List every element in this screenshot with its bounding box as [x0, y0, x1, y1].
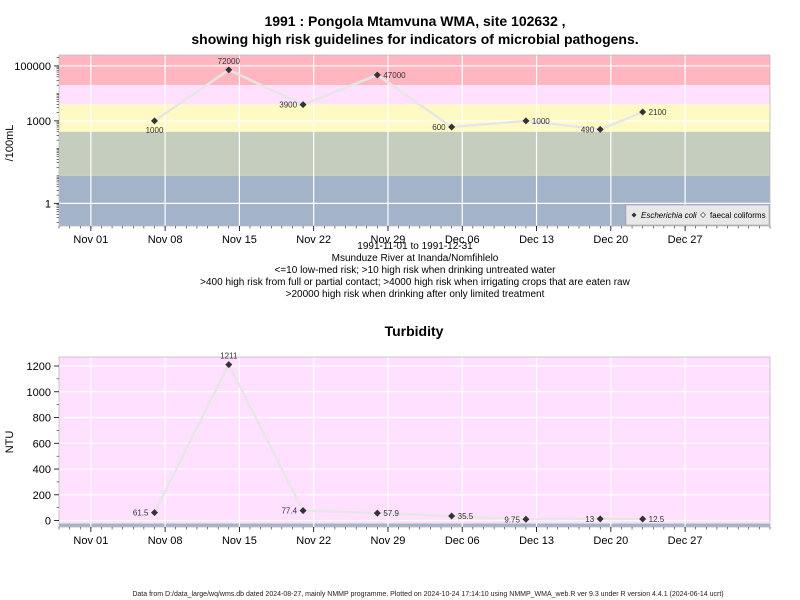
microbial-data-label-7: 2100 [649, 108, 667, 117]
turbidity-y-tick-label-2: 400 [33, 464, 51, 476]
legend-faecal-marker [700, 212, 706, 218]
microbial-title-line1: 1991 : Pongola Mtamvuna WMA, site 102632… [264, 13, 565, 29]
turbidity-data-point-0 [151, 509, 159, 517]
turbidity-x-tick-label-8: Dec 27 [668, 535, 703, 547]
microbial-x-tick-label-0: Nov 01 [73, 234, 108, 246]
microbial-risk-band-0 [59, 55, 770, 86]
microbial-data-label-0: 1000 [146, 126, 164, 135]
microbial-y-tick-label-0: 1 [45, 198, 51, 210]
microbial-note-risk-3: >20000 high risk when drinking after onl… [286, 289, 545, 300]
microbial-y-tick-label-2: 100000 [14, 61, 51, 73]
microbial-x-tick-label-8: Dec 27 [668, 234, 703, 246]
turbidity-x-tick-label-4: Nov 29 [371, 535, 406, 547]
microbial-x-tick-label-5: Dec 06 [445, 234, 480, 246]
microbial-data-label-3: 47000 [383, 71, 406, 80]
turbidity-low-band [59, 523, 770, 527]
microbial-x-tick-label-7: Dec 20 [593, 234, 628, 246]
microbial-x-tick-label-2: Nov 15 [222, 234, 257, 246]
turbidity-x-tick-label-5: Dec 06 [445, 535, 480, 547]
turbidity-x-tick-label-1: Nov 08 [148, 535, 183, 547]
microbial-risk-band-1 [59, 85, 770, 105]
turbidity-data-label-4: 35.5 [458, 512, 474, 521]
turbidity-frame [58, 356, 771, 528]
microbial-note-risk-2: >400 high risk from full or partial cont… [200, 277, 630, 288]
legend-ecoli-label: Escherichia coli [641, 211, 697, 220]
turbidity-data-label-0: 61.5 [133, 509, 149, 518]
microbial-y-tick-label-1: 1000 [27, 116, 51, 128]
turbidity-y-tick-label-6: 1200 [27, 361, 51, 373]
turbidity-background [59, 357, 770, 527]
microbial-data-point-0 [151, 117, 159, 125]
microbial-x-tick-label-3: Nov 22 [296, 234, 331, 246]
microbial-x-tick-label-4: Nov 29 [371, 234, 406, 246]
turbidity-x-tick-label-6: Dec 13 [519, 535, 554, 547]
turbidity-data-point-1 [225, 361, 233, 369]
turbidity-x-tick-label-3: Nov 22 [296, 535, 331, 547]
microbial-note-risk-1: <=10 low-med risk; >10 high risk when dr… [275, 265, 557, 276]
microbial-data-point-3 [373, 71, 381, 79]
microbial-risk-band-2 [59, 104, 770, 132]
legend-box [625, 204, 770, 226]
footer-note: Data from D:/data_large/wq/wms.db dated … [132, 591, 723, 598]
turbidity-title: Turbidity [385, 323, 444, 339]
microbial-x-tick-label-6: Dec 13 [519, 234, 554, 246]
turbidity-data-label-7: 12.5 [649, 515, 665, 524]
turbidity-data-point-3 [373, 509, 381, 517]
microbial-data-point-5 [522, 117, 530, 125]
turbidity-data-point-4 [448, 512, 456, 520]
legend-faecal-label: faecal coliforms [710, 211, 766, 220]
microbial-data-label-4: 600 [432, 123, 446, 132]
turbidity-data-label-1: 1211 [220, 352, 238, 361]
microbial-data-label-1: 72000 [218, 57, 241, 66]
turbidity-data-point-7 [639, 515, 647, 523]
microbial-risk-band-3 [59, 131, 770, 176]
microbial-legend: Escherichia coli faecal coliforms [625, 204, 770, 226]
microbial-data-point-7 [639, 108, 647, 116]
turbidity-y-tick-label-4: 800 [33, 413, 51, 425]
turbidity-x-tick-label-2: Nov 15 [222, 535, 257, 547]
turbidity-data-point-2 [299, 507, 307, 515]
microbial-series-line-0 [153, 68, 644, 131]
turbidity-data-point-6 [596, 515, 604, 523]
microbial-data-point-1 [225, 66, 233, 74]
turbidity-series-line-0 [153, 363, 643, 521]
turbidity-data-point-5 [522, 515, 530, 523]
microbial-title-line2: showing high risk guidelines for indicat… [191, 31, 638, 47]
microbial-data-point-6 [596, 125, 604, 133]
microbial-data-point-2 [299, 101, 307, 109]
microbial-data-point-4 [448, 123, 456, 131]
turbidity-y-tick-label-0: 0 [45, 516, 51, 528]
turbidity-y-tick-label-1: 200 [33, 490, 51, 502]
legend-ecoli-marker [631, 212, 637, 218]
turbidity-y-tick-label-5: 1000 [27, 387, 51, 399]
microbial-note-site: Msunduze River at Inanda/Nomfihlelo [332, 253, 499, 264]
microbial-data-label-5: 1000 [532, 117, 550, 126]
turbidity-data-label-2: 77.4 [281, 507, 297, 516]
turbidity-x-tick-label-0: Nov 01 [73, 535, 108, 547]
turbidity-y-axis-label: NTU [4, 431, 16, 454]
microbial-data-label-2: 3900 [279, 101, 297, 110]
turbidity-chart: Nov 01 Nov 08 Nov 15 Nov 22 Nov 29 Dec 06 Dec … [27, 352, 771, 547]
microbial-data-label-6: 490 [581, 125, 595, 134]
turbidity-x-tick-label-7: Dec 20 [593, 535, 628, 547]
microbial-note-date-range: 1991-11-01 to 1991-12-31 [357, 241, 473, 252]
turbidity-data-label-3: 57.9 [383, 509, 399, 518]
microbial-frame [58, 54, 771, 227]
turbidity-data-label-6: 13 [585, 515, 594, 524]
turbidity-y-tick-label-3: 600 [33, 438, 51, 450]
turbidity-data-label-5: 9.75 [504, 515, 520, 524]
microbial-y-axis-label: /100mL [4, 125, 16, 162]
microbial-x-tick-label-1: Nov 08 [148, 234, 183, 246]
